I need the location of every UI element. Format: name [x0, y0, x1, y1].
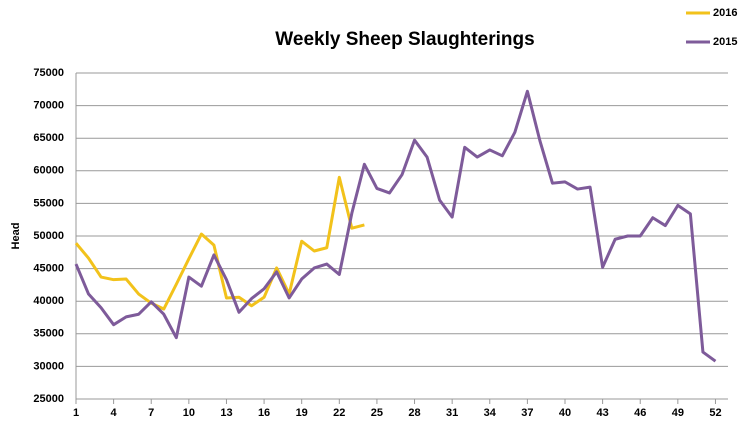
x-tick-label: 40 [559, 407, 571, 419]
y-axis-label: Head [10, 223, 22, 250]
legend-label: 2015 [713, 36, 737, 48]
legend-label: 2016 [713, 7, 737, 19]
series-line [74, 175, 365, 311]
x-tick-label: 49 [672, 407, 684, 419]
y-tick-label: 35000 [33, 328, 64, 340]
y-tick-label: 30000 [33, 360, 64, 372]
series-line [74, 89, 717, 363]
x-tick-label: 7 [148, 407, 154, 419]
y-tick-label: 60000 [33, 165, 64, 177]
y-tick-label: 70000 [33, 100, 64, 112]
x-tick-label: 28 [408, 407, 420, 419]
x-tick-label: 4 [111, 407, 118, 419]
y-tick-label: 45000 [33, 263, 64, 275]
x-tick-label: 16 [258, 407, 270, 419]
chart-title: Weekly Sheep Slaughterings [275, 29, 534, 50]
y-tick-label: 55000 [33, 197, 64, 209]
x-tick-label: 13 [220, 407, 232, 419]
x-tick-label: 31 [446, 407, 458, 419]
y-tick-label: 25000 [33, 393, 64, 405]
y-tick-label: 50000 [33, 230, 64, 242]
x-tick-label: 46 [634, 407, 646, 419]
y-tick-label: 65000 [33, 132, 64, 144]
x-tick-label: 37 [521, 407, 533, 419]
y-tick-label: 40000 [33, 295, 64, 307]
x-tick-label: 22 [333, 407, 345, 419]
x-tick-label: 19 [296, 407, 308, 419]
x-tick-label: 43 [596, 407, 608, 419]
x-tick-label: 10 [183, 407, 195, 419]
x-tick-label: 1 [73, 407, 79, 419]
x-tick-label: 25 [371, 407, 383, 419]
x-tick-label: 34 [484, 407, 497, 419]
x-tick-label: 52 [709, 407, 721, 419]
y-tick-label: 75000 [33, 67, 64, 79]
